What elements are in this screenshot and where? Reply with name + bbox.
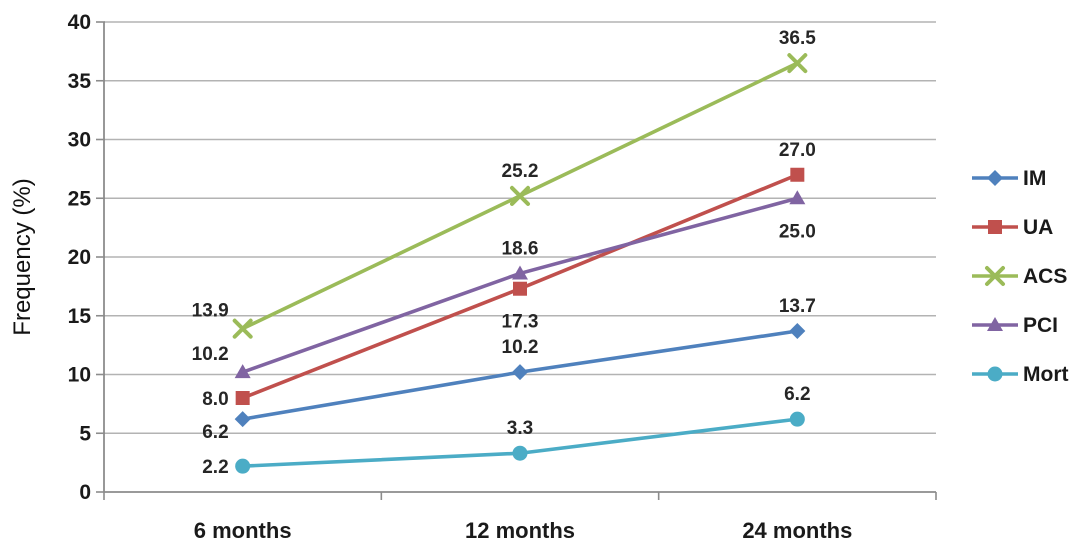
series-pci: 10.2 18.6 25.0 [192,190,816,379]
y-tick-label: 20 [68,246,91,269]
y-axis-title: Frequency (%) [9,178,36,335]
marker-ua-2 [790,167,805,182]
series-ua: 8.0 17.3 27.0 [202,140,816,410]
marker-mort-0 [235,458,251,474]
legend-label-acs: ACS [1023,265,1067,288]
data-label-pci-0: 10.2 [192,344,229,365]
x-category-label: 12 months [465,518,575,543]
data-label-mort-2: 6.2 [784,384,810,405]
marker-ua-0 [235,391,250,405]
data-label-acs-1: 25.2 [502,161,539,182]
series-mort: 2.2 3.3 6.2 [202,384,810,478]
data-label-ua-1: 17.3 [502,312,539,333]
legend-item-acs: ACS [972,265,1067,288]
y-tick-label: 25 [68,187,92,210]
x-category-label: 24 months [742,518,852,543]
data-label-acs-2: 36.5 [779,28,816,49]
series-acs: 13.9 25.2 36.5 [192,28,816,339]
marker-im-1 [512,364,528,381]
series-im: 6.2 10.2 13.7 [202,296,816,443]
legend-label-pci: PCI [1023,314,1058,337]
legend-label-mort: Mort [1023,363,1069,386]
y-tick-label: 30 [68,129,91,152]
marker-pci-2 [789,190,806,205]
data-label-pci-1: 18.6 [502,238,539,259]
marker-acs-2 [787,53,808,74]
marker-im-2 [789,323,806,340]
data-label-mort-1: 3.3 [507,418,533,439]
y-tick-label: 0 [79,481,91,504]
marker-acs-1 [510,185,530,206]
legend-label-ua: UA [1023,216,1053,239]
marker-acs-0 [232,318,253,339]
data-label-im-0: 6.2 [202,422,228,443]
data-label-ua-0: 8.0 [202,389,228,410]
y-tick-label: 35 [68,70,92,93]
legend-item-mort: Mort [972,363,1069,386]
data-label-ua-2: 27.0 [779,140,816,161]
data-label-acs-0: 13.9 [192,301,229,322]
data-label-mort-0: 2.2 [202,457,228,478]
legend-marker-ua [988,220,1002,234]
data-label-pci-2: 25.0 [779,221,816,242]
legend-marker-pci [987,317,1003,331]
legend-marker-im [987,170,1003,186]
legend: IM UA ACS PCI Mort [972,167,1069,386]
y-tick-label: 5 [79,422,91,445]
axes: 0 5 10 15 20 25 30 35 40 6 months 12 months 24 mont… [68,11,937,543]
y-tick-label: 10 [68,364,91,387]
legend-item-pci: PCI [972,314,1058,337]
marker-mort-2 [789,411,805,427]
data-label-im-1: 10.2 [502,337,539,358]
marker-pci-0 [234,364,251,379]
y-tick-label: 40 [68,11,91,34]
marker-mort-1 [512,445,528,461]
data-label-im-2: 13.7 [779,296,816,317]
legend-marker-acs [985,266,1005,286]
marker-pci-1 [512,265,528,280]
y-tick-label: 15 [68,305,92,328]
legend-marker-mort [987,366,1003,382]
marker-im-0 [234,411,251,428]
legend-label-im: IM [1023,167,1046,190]
legend-item-im: IM [972,167,1046,190]
legend-item-ua: UA [972,216,1053,239]
marker-ua-1 [513,281,527,296]
x-category-label: 6 months [194,518,292,543]
